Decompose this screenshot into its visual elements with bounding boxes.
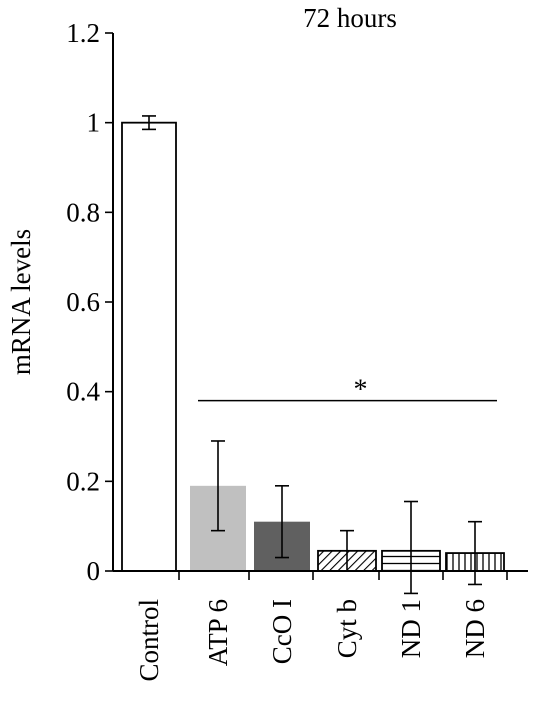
bars [121, 121, 505, 572]
x-tick-label: Control [134, 599, 164, 682]
y-tick-label: 1.2 [66, 18, 100, 48]
bar-control [121, 121, 177, 572]
significance-annotation: * [198, 375, 497, 406]
y-tick-label: 0.6 [66, 287, 100, 317]
x-tick-label: CcO I [267, 599, 297, 664]
significance-marker: * [354, 375, 368, 406]
x-tick-label: ND 1 [396, 599, 426, 658]
x-axis-tick-labels: Control ATP 6 CcO I Cyt b ND 1 ND 6 [134, 571, 508, 682]
x-tick-label: ND 6 [460, 599, 490, 658]
x-tick-label: Cyt b [332, 599, 362, 658]
y-tick-label: 0.8 [66, 197, 100, 227]
y-tick-label: 0 [87, 556, 101, 586]
x-tick-label: ATP 6 [203, 599, 233, 666]
error-bars [142, 115, 482, 595]
y-axis-label: mRNA levels [6, 229, 36, 375]
y-tick-label: 0.4 [66, 377, 100, 407]
chart-title: 72 hours [303, 3, 397, 33]
y-tick-label: 1 [87, 108, 101, 138]
y-tick-label: 0.2 [66, 466, 100, 496]
y-axis-ticks: 0 0.2 0.4 0.6 0.8 1 1.2 [66, 18, 113, 586]
